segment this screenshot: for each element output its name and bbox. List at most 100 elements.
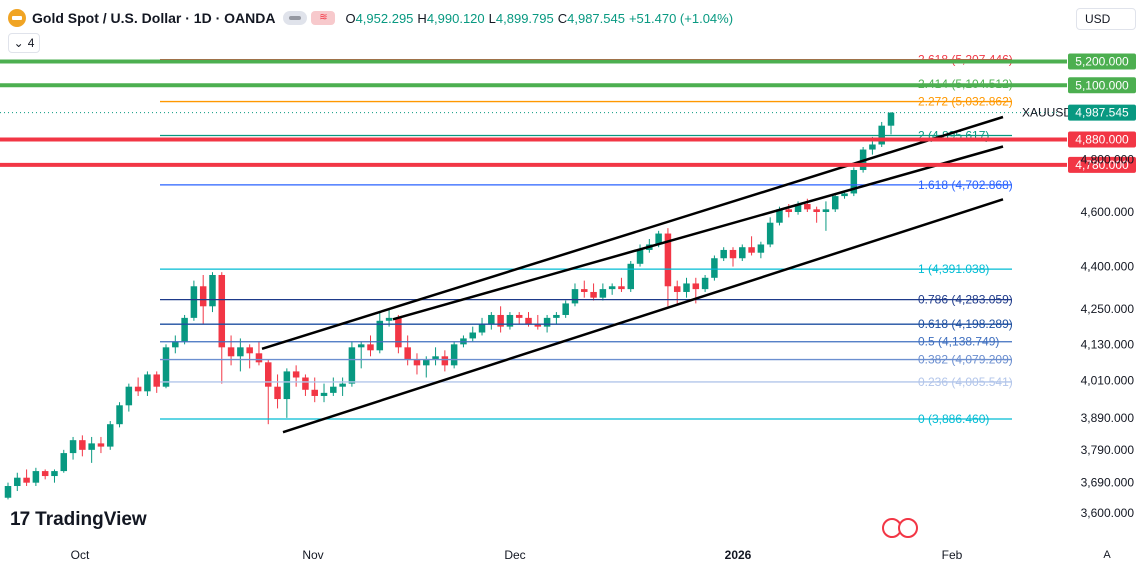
y-axis-tick-label: 4,800.000 [1081,153,1135,167]
candle-body [367,344,374,351]
candle-body [441,356,449,366]
candle-body [739,247,746,259]
currency-select[interactable]: USD [1076,8,1136,30]
data-problem-icon[interactable]: ≋ [311,11,336,25]
candle-body [729,249,737,259]
current-symbol-label: XAUUSD [1022,106,1072,120]
candle-body [320,392,328,396]
candle-body [506,314,514,327]
tradingview-logo[interactable]: 17 TradingView [10,509,147,531]
candle-body [757,244,765,253]
resistance-price-tag [1068,77,1136,94]
candle-body [590,291,597,298]
candle-body [116,405,123,425]
candle-body [283,371,291,400]
candle-body [683,283,690,292]
x-axis-tick-label: Feb [942,548,963,562]
y-axis-tick-label: 4,600.000 [1081,205,1135,219]
candle-body [162,347,170,387]
candle-body [655,233,662,245]
candle-body [562,303,569,315]
ohlc-open: O4,952.295 [345,10,414,26]
candle-body [711,258,718,278]
candle-body [14,477,21,487]
candle-body [850,170,858,194]
y-axis-tick-label: 3,690.000 [1081,476,1135,490]
symbol-title[interactable]: Gold Spot / U.S. Dollar · 1D · OANDA [32,10,276,26]
candle-body [302,377,309,390]
support-price-tag [1068,156,1136,173]
candle-body [23,477,30,483]
fib-level-label: 1.618 (4,702.868) [918,178,1013,192]
x-axis-tick-label: Oct [71,548,90,562]
candle-body [106,424,114,447]
candle-body [636,249,644,264]
candle-body [488,314,495,324]
candle-body [153,374,160,387]
y-axis-tick-label: 3,790.000 [1081,443,1135,457]
tradingview-mark-icon: 17 [10,509,30,530]
chevron-down-icon: ⌄ [13,36,24,50]
auto-scale-button[interactable]: A [1103,549,1111,561]
candle-body [534,323,542,327]
resistance-price-label: 5,100.000 [1075,78,1129,92]
indicators-toggle-button[interactable]: ⌄ 4 [8,33,40,53]
candle-body [525,317,532,324]
candle-body [181,317,188,342]
candle-body [395,317,402,348]
candle-body [432,356,439,360]
candle-body [804,204,811,210]
chart-header: Gold Spot / U.S. Dollar · 1D · OANDA ≋ O… [8,8,733,28]
candle-body [404,347,411,360]
candle-body [264,362,272,387]
candle-body [144,374,151,392]
candle-body [51,471,58,477]
candle-body [292,371,300,378]
candle-body [627,263,635,290]
candle-body [543,317,551,327]
candle-body [581,289,588,292]
candle-body [274,386,281,400]
market-status-icon[interactable] [283,11,308,25]
candle-body [348,347,356,384]
gold-symbol-icon [8,9,26,27]
candle-body [385,317,393,321]
y-axis-tick-label: 4,010.000 [1081,374,1135,388]
candle-body [32,471,40,483]
candle-body [450,344,458,366]
ohlc-high: H4,990.120 [417,10,485,26]
candle-body [785,209,793,212]
support-price-label: 4,880.000 [1075,132,1129,146]
candle-body [125,386,133,406]
candle-body [339,383,346,387]
candle-body [497,314,504,327]
candle-body [831,196,839,210]
candle-body [209,274,216,307]
candle-body [134,386,142,392]
candle-body [469,332,476,339]
candle-body [69,440,77,454]
us-flag-event-icon[interactable] [898,518,918,538]
candle-body [618,286,625,290]
fib-level-label: 0.382 (4,079.209) [918,353,1013,367]
support-price-label: 4,780.000 [1075,158,1129,172]
candle-body [553,314,560,318]
candle-body [246,347,253,354]
fib-level-label: 0.236 (4,005.541) [918,375,1013,389]
candle-body [172,341,179,348]
candle-body [255,353,263,363]
candle-body [88,443,95,450]
candle-body [218,274,226,348]
candle-body [571,289,579,304]
candle-body [413,359,421,366]
candle-body [869,144,876,150]
candle-body [199,286,207,307]
candle-body [357,344,365,348]
fib-level-label: 1 (4,391.038) [918,262,989,276]
candle-body [330,386,337,393]
current-price-value: 4,987.545 [1075,106,1129,120]
events-badges[interactable] [882,518,918,538]
x-axis-tick-label: Nov [302,548,323,562]
